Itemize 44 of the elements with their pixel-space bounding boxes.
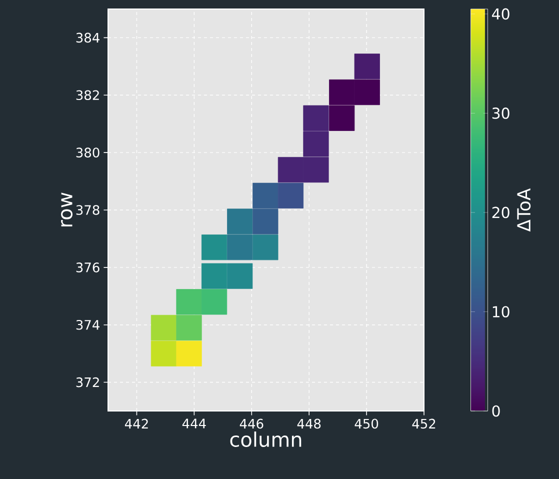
- y-axis-title: row: [61, 192, 73, 226]
- point: [278, 156, 304, 183]
- point: [329, 79, 355, 106]
- point: [227, 234, 253, 260]
- y-tick-label: 380: [76, 148, 100, 158]
- color-bar-label: 20: [492, 206, 510, 218]
- point: [252, 234, 278, 260]
- x-tick-label: 448: [297, 418, 321, 429]
- y-tick-label: 372: [76, 377, 99, 388]
- y-tick-label: 384: [76, 32, 100, 43]
- point: [227, 208, 253, 234]
- point: [201, 263, 228, 289]
- color-bar-label: 40: [492, 8, 510, 20]
- y-tick-label: 376: [76, 262, 100, 272]
- point: [201, 289, 228, 315]
- point: [354, 54, 380, 80]
- color-bar-title: ΔToA: [517, 188, 531, 232]
- color-bar-label: 30: [492, 108, 510, 119]
- point: [150, 340, 177, 366]
- point: [227, 263, 253, 289]
- point: [329, 105, 355, 131]
- point: [278, 182, 304, 208]
- point: [303, 156, 329, 183]
- x-tick-label: 446: [240, 418, 264, 429]
- point: [303, 131, 329, 157]
- color-bar-label: 0: [492, 405, 500, 417]
- point: [303, 105, 329, 131]
- y-tick-label: 378: [76, 205, 100, 215]
- x-tick-label: 450: [354, 418, 378, 429]
- x-axis-title: column: [230, 432, 302, 447]
- point: [252, 182, 278, 208]
- point: [252, 208, 278, 234]
- y-tick-label: 382: [76, 90, 99, 100]
- point: [176, 289, 202, 315]
- point: [150, 314, 177, 341]
- point: [201, 234, 228, 260]
- x-tick-label: 442: [124, 418, 148, 428]
- x-tick-label: 452: [412, 418, 436, 429]
- point: [354, 79, 380, 106]
- x-tick-label: 444: [182, 418, 206, 428]
- color-bar-label: 10: [492, 306, 510, 318]
- point: [176, 340, 202, 366]
- y-tick-label: 374: [76, 320, 100, 330]
- point: [176, 314, 202, 341]
